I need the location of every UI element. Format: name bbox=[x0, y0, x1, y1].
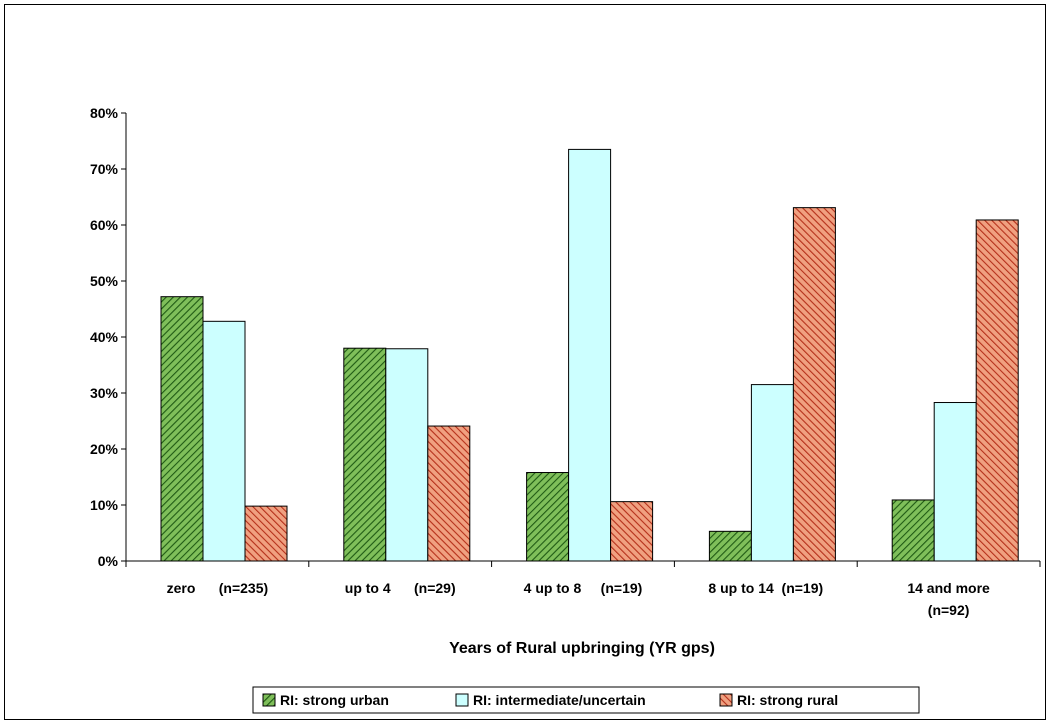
y-tick-label: 40% bbox=[90, 329, 119, 345]
bar-ri-intermediate-uncertain-1 bbox=[385, 348, 429, 562]
bar-ri-strong-rural-2 bbox=[610, 501, 654, 562]
legend-label: RI: intermediate/uncertain bbox=[473, 692, 646, 708]
legend: RI: strong urban RI: intermediate/uncerta… bbox=[252, 686, 920, 714]
y-tick-label: 10% bbox=[90, 497, 119, 513]
bar-ri-intermediate-uncertain-3 bbox=[750, 384, 794, 562]
labels-layer: 0% 10% 20% 30% 40% 50% 60% 70% 80% zero (n=235) up… bbox=[90, 105, 990, 618]
y-tick-label: 60% bbox=[90, 217, 119, 233]
legend-swatch bbox=[719, 693, 733, 707]
bar-ri-intermediate-uncertain-2 bbox=[568, 148, 612, 562]
bar-ri-strong-rural-4 bbox=[975, 219, 1019, 562]
y-tick-label: 80% bbox=[90, 105, 119, 121]
legend-box bbox=[252, 686, 920, 714]
legend-label: RI: strong rural bbox=[737, 692, 838, 708]
x-tick-label: 4 up to 8 (n=19) bbox=[524, 580, 643, 596]
bar-ri-strong-urban-1 bbox=[343, 347, 387, 562]
legend-swatch bbox=[262, 693, 276, 707]
legend-label: RI: strong urban bbox=[280, 692, 389, 708]
y-tick-label: 50% bbox=[90, 273, 119, 289]
x-tick-label: zero (n=235) bbox=[167, 580, 269, 596]
bar-ri-strong-urban-4 bbox=[891, 499, 935, 562]
x-tick-label: 8 up to 14 (n=19) bbox=[708, 580, 823, 596]
bar-ri-intermediate-uncertain-4 bbox=[933, 402, 977, 562]
bar-ri-strong-urban-0 bbox=[160, 296, 204, 562]
legend-swatch bbox=[455, 693, 469, 707]
bar-ri-strong-rural-1 bbox=[427, 425, 471, 562]
bar-ri-strong-rural-3 bbox=[792, 207, 836, 562]
x-tick-label: up to 4 (n=29) bbox=[345, 580, 456, 596]
bar-ri-strong-urban-2 bbox=[526, 472, 570, 562]
bar-ri-strong-rural-0 bbox=[244, 505, 288, 562]
x-tick-label: (n=92) bbox=[928, 602, 970, 618]
y-tick-label: 30% bbox=[90, 385, 119, 401]
bar-ri-intermediate-uncertain-0 bbox=[202, 320, 246, 562]
x-tick-label: 14 and more bbox=[907, 580, 990, 596]
chart-frame: 0% 10% 20% 30% 40% 50% 60% 70% 80% zero (n=235) up… bbox=[4, 4, 1046, 720]
x-axis-title: Years of Rural upbringing (YR gps) bbox=[449, 640, 715, 657]
bar-chart: 0% 10% 20% 30% 40% 50% 60% 70% 80% zero (n=235) up… bbox=[90, 105, 1041, 714]
y-tick-label: 0% bbox=[98, 553, 119, 569]
bar-ri-strong-urban-3 bbox=[708, 530, 752, 562]
bars-layer bbox=[160, 148, 1019, 562]
y-tick-label: 70% bbox=[90, 161, 119, 177]
y-tick-label: 20% bbox=[90, 441, 119, 457]
